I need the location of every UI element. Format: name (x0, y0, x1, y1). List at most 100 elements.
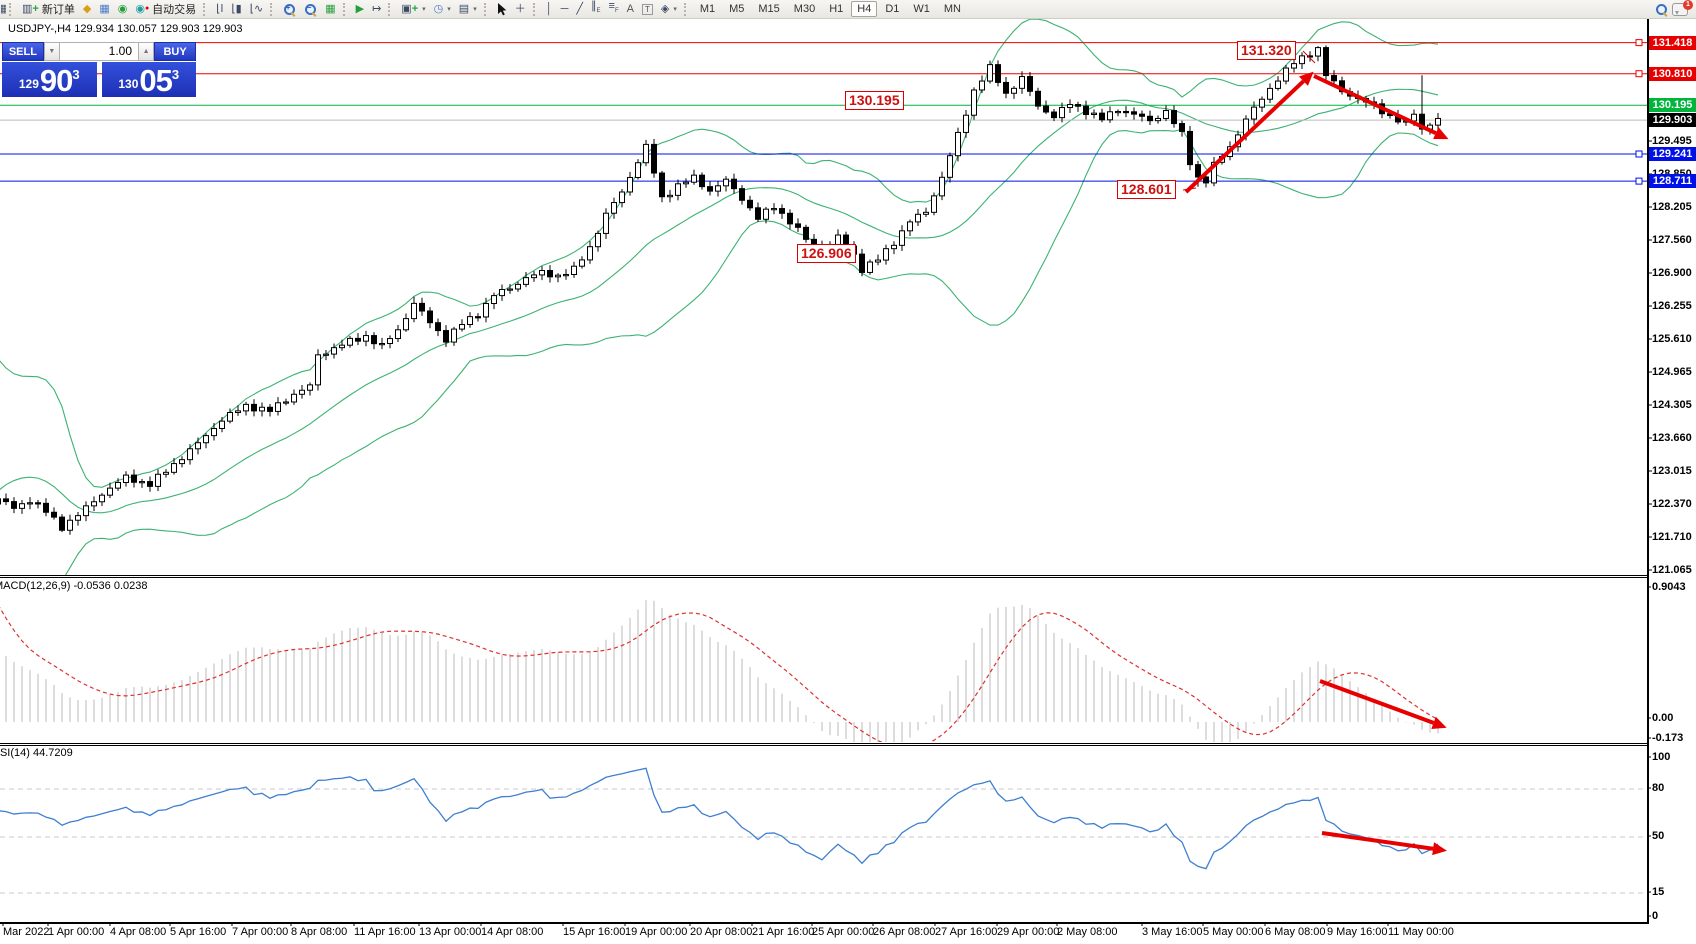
level-line-handle[interactable] (1635, 70, 1643, 78)
toolbar-grip[interactable] (270, 2, 276, 16)
pane-separator[interactable] (0, 745, 1647, 746)
notifications-button[interactable]: 1 (1672, 0, 1693, 16)
shapes-dropdown[interactable]: ◈ ▾ (657, 1, 681, 17)
tab-timeframe-m15[interactable]: M15 (758, 3, 780, 15)
time-axis-line (0, 922, 1649, 924)
toolbar-grip[interactable] (683, 2, 690, 16)
tile-windows-button[interactable]: ▦ (321, 1, 339, 17)
zoom-out-button[interactable]: − (300, 1, 321, 17)
trend-arrow-head[interactable] (1431, 716, 1447, 729)
tab-timeframe-h4[interactable]: H4 (851, 1, 878, 17)
volume-input[interactable] (60, 42, 138, 61)
shapes-icon: ◈ (660, 3, 670, 15)
time-axis-label: 27 Apr 16:00 (935, 926, 998, 938)
toolbar-grip[interactable] (203, 2, 209, 16)
toolbar-grip[interactable] (388, 2, 394, 16)
level-line-handle[interactable] (1635, 177, 1643, 185)
toolbar-grip[interactable] (342, 2, 349, 16)
price-axis-tick: 124.965 (1652, 366, 1692, 378)
sell-button[interactable]: SELL (2, 42, 44, 61)
new-order-button[interactable]: ▥+ 新订单 (18, 1, 79, 17)
trend-arrow[interactable] (1313, 74, 1437, 135)
time-axis-label: 11 Apr 16:00 (354, 926, 416, 938)
tab-timeframe-m5[interactable]: M5 (729, 3, 745, 15)
price-callout-131.320[interactable]: 131.320 (1237, 41, 1296, 60)
tab-timeframe-d1[interactable]: D1 (885, 3, 900, 15)
charts-button[interactable]: ▦ (95, 1, 113, 17)
autotrading-button[interactable]: ◉● 自动交易 (131, 1, 200, 17)
text-button[interactable]: A (623, 1, 638, 17)
cursor-button[interactable] (493, 1, 511, 17)
sell-price-sup: 3 (72, 67, 80, 82)
fibonacci-icon: ≡F (608, 0, 619, 15)
price-level-badge-129.241[interactable]: 129.241 (1649, 146, 1696, 161)
indicator-window-button[interactable]: ⌊▮ (227, 1, 245, 17)
horizontal-line-button[interactable]: ─ (557, 1, 573, 17)
templates-dropdown[interactable]: ▤ ▾ (455, 1, 481, 17)
zoom-in-button[interactable]: + (279, 1, 300, 17)
price-callout-130.195[interactable]: 130.195 (845, 91, 904, 110)
price-level-badge-128.711[interactable]: 128.711 (1649, 174, 1696, 189)
toolbar-grip[interactable] (9, 2, 15, 16)
trend-arrow-head[interactable] (1432, 842, 1447, 856)
text-icon: A (626, 3, 634, 15)
price-axis-tick: 127.560 (1652, 234, 1692, 246)
objects-list-button[interactable]: ⌊∿ (246, 1, 268, 17)
channel-icon: ∥E (591, 0, 601, 15)
pane-separator[interactable] (0, 743, 1647, 744)
period-dropdown[interactable]: ◷ ▾ (430, 1, 455, 17)
pane-separator[interactable] (0, 577, 1647, 578)
volume-decrease-button[interactable]: ▼ (43, 42, 60, 61)
toolbar-grip[interactable] (483, 2, 490, 16)
trendline-button[interactable]: ╱ (572, 1, 587, 17)
zoom-in-icon: + (283, 3, 296, 16)
search-button[interactable] (1651, 1, 1672, 17)
tab-timeframe-w1[interactable]: W1 (913, 3, 930, 15)
trend-arrow[interactable] (1321, 831, 1434, 851)
candle-chart-icon: ⌊▮ (231, 3, 242, 15)
volume-increase-button[interactable]: ▲ (138, 42, 155, 61)
price-callout-126.906[interactable]: 126.906 (797, 244, 856, 263)
time-axis-label: 3 May 16:00 (1142, 926, 1203, 938)
notification-badge: 1 (1683, 0, 1693, 10)
time-axis-label: 29 Apr 00:00 (997, 926, 1060, 938)
level-line-handle[interactable] (1635, 39, 1643, 47)
crosshair-button[interactable]: ＋ (511, 1, 530, 17)
new-chart-dropdown[interactable]: ▣+ ▾ (397, 1, 429, 17)
toolbar-grip[interactable] (532, 2, 539, 16)
trend-arrow[interactable] (1319, 679, 1435, 725)
price-axis-tick: 121.710 (1652, 531, 1692, 543)
tab-timeframe-mn[interactable]: MN (943, 3, 961, 15)
tab-timeframe-h1[interactable]: H1 (829, 3, 844, 15)
signals-button[interactable]: ◉ (114, 1, 132, 17)
sell-price-quote[interactable]: 129 90 3 (2, 62, 97, 97)
level-line-handle[interactable] (1635, 150, 1643, 158)
profiles-button[interactable]: ◆ (79, 1, 95, 17)
tab-timeframe-m30[interactable]: M30 (793, 3, 816, 15)
bollinger-lower-band (64, 128, 1439, 575)
buy-price-quote[interactable]: 130 05 3 (101, 62, 196, 97)
time-axis-label: 7 Apr 00:00 (232, 926, 289, 938)
trend-arrow-head[interactable] (1298, 71, 1314, 86)
vertical-line-button[interactable]: │ (542, 1, 557, 17)
chart-shift-button[interactable]: ↦ (368, 1, 385, 17)
text-label-button[interactable]: T (638, 1, 657, 17)
channel-button[interactable]: ∥E (587, 0, 605, 17)
fibonacci-button[interactable]: ≡F (605, 0, 623, 17)
buy-button[interactable]: BUY (154, 42, 196, 61)
price-axis-tick: 125.610 (1652, 333, 1692, 345)
price-callout-128.601[interactable]: 128.601 (1117, 180, 1176, 199)
price-level-badge-131.418[interactable]: 131.418 (1649, 35, 1696, 50)
auto-scroll-button[interactable]: ▶ (352, 1, 368, 17)
clipped-toolbar-icon[interactable]: ▦ (0, 3, 6, 15)
tab-timeframe-m1[interactable]: M1 (699, 3, 716, 15)
price-level-badge-130.195[interactable]: 130.195 (1649, 98, 1696, 113)
cursor-icon (497, 2, 507, 15)
indicator-list-button[interactable]: ⌊ǀ (212, 1, 227, 17)
trend-arrow-head[interactable] (1433, 127, 1449, 140)
price-axis-tick: 122.370 (1652, 498, 1692, 510)
trend-arrow[interactable] (1184, 79, 1305, 194)
pane-separator[interactable] (0, 575, 1647, 576)
price-level-badge-130.810[interactable]: 130.810 (1649, 66, 1696, 81)
